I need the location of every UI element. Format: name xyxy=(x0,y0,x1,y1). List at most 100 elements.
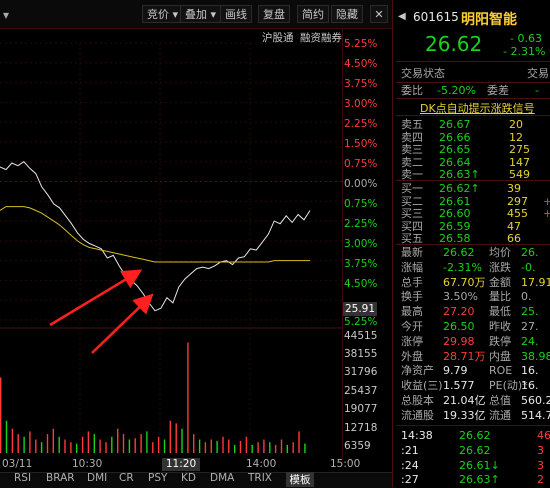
volume-bar xyxy=(122,434,125,453)
volume-bar xyxy=(140,434,142,453)
bid-row[interactable]: 买一 26.62↑ 39 xyxy=(397,182,550,195)
stat-row: 总股本 21.04亿 总值 560.2 xyxy=(401,394,550,407)
tab-brar[interactable]: BRAR xyxy=(46,472,75,484)
ask-row[interactable]: 卖三 26.65 275 xyxy=(397,143,550,156)
stock-back-icon[interactable]: ◀ xyxy=(398,11,406,22)
divider xyxy=(396,180,550,181)
volume-axis-label: 25437 xyxy=(344,385,378,397)
ask-volume: 20 xyxy=(509,118,523,131)
tab-template[interactable]: 模板 xyxy=(286,472,314,487)
ask-volume: 12 xyxy=(509,130,523,144)
stat-row: 外盘 28.71万 内盘 38.98 xyxy=(401,349,550,363)
bid-label: 买三 xyxy=(401,207,423,220)
volume-bar xyxy=(5,420,8,453)
time-label-1120: 11:20 xyxy=(162,458,200,471)
toolbar-button-overlay[interactable]: 叠加 ▾ xyxy=(180,5,222,23)
bid-row[interactable]: 买四 26.59 47 xyxy=(397,220,550,233)
margin-label[interactable]: 融资融券 xyxy=(300,32,342,44)
annotation-arrow xyxy=(49,269,143,327)
ask-row[interactable]: 卖一 26.63↑ 549 xyxy=(397,168,550,181)
volume-axis-label: 19077 xyxy=(344,403,378,415)
ask-volume: 275 xyxy=(509,143,530,156)
volume-bar xyxy=(17,434,19,453)
ask-price: 26.65 xyxy=(439,143,471,156)
toolbar-button-simple[interactable]: 简约 xyxy=(297,5,329,23)
tab-dma[interactable]: DMA xyxy=(210,472,235,484)
volume-bar xyxy=(40,442,43,453)
bid-row[interactable]: 买五 26.58 66 xyxy=(397,232,550,245)
right-panel xyxy=(392,0,550,487)
ask-price: 26.63↑ xyxy=(439,168,480,181)
ask-row[interactable]: 卖五 26.67 20 xyxy=(397,118,550,131)
volume-bar xyxy=(152,442,154,453)
price-axis-label: 0.75% xyxy=(344,198,378,210)
volume-bar xyxy=(228,439,230,453)
tab-dmi[interactable]: DMI xyxy=(87,472,108,484)
stock-change-pct: - 2.31% xyxy=(503,45,546,58)
volume-axis-label: 12718 xyxy=(344,422,378,434)
volume-bar xyxy=(169,420,171,453)
volume-bar xyxy=(251,444,253,453)
volume-axis-label: 31796 xyxy=(344,366,378,378)
tab-cr[interactable]: CR xyxy=(119,472,134,484)
volume-bar xyxy=(76,443,78,453)
price-axis-label: 3.75% xyxy=(344,258,378,270)
volume-bar xyxy=(35,439,37,453)
volume-bar xyxy=(105,442,107,453)
bid-price: 26.59 xyxy=(439,219,471,233)
tab-rsi[interactable]: RSI xyxy=(14,472,32,484)
bid-row[interactable]: 买三 26.60 455 + xyxy=(397,207,550,220)
toolbar-button-replay[interactable]: 复盘 xyxy=(258,5,290,23)
maximize-icon[interactable]: ▾ xyxy=(3,8,10,22)
bid-label: 买五 xyxy=(401,232,423,245)
annotation-arrow xyxy=(91,293,154,354)
volume-bar xyxy=(11,428,14,453)
volume-bar xyxy=(93,434,95,453)
volume-bar xyxy=(58,436,60,453)
volume-bar xyxy=(134,438,136,453)
ask-volume: 147 xyxy=(509,155,530,169)
stock-name[interactable]: 明阳智能 xyxy=(461,12,517,28)
ask-price: 26.64 xyxy=(439,155,471,169)
bid-row[interactable]: 买二 26.61 297 + xyxy=(397,195,550,208)
tab-trix[interactable]: TRIX xyxy=(248,472,272,484)
price-axis-label: 0.00% xyxy=(344,178,378,190)
volume-bar xyxy=(193,434,195,453)
toolbar-button-draw[interactable]: 画线 xyxy=(220,5,252,23)
tab-psy[interactable]: PSY xyxy=(148,472,168,484)
stock-code: 601615 xyxy=(413,10,459,24)
volume-bar xyxy=(298,431,300,453)
tab-kd[interactable]: KD xyxy=(181,472,196,484)
volume-bar xyxy=(204,442,207,453)
ask-row[interactable]: 卖二 26.64 147 xyxy=(397,156,550,169)
volume-bar xyxy=(198,439,201,453)
ask-row[interactable]: 卖四 26.66 12 xyxy=(397,131,550,144)
stat-row: 收益(三) 1.577 PE(动)* 16. xyxy=(401,379,539,393)
toolbar-button-hide[interactable]: 隐藏 xyxy=(331,5,363,23)
tick-row: 14:38 26.62 46 xyxy=(401,429,550,442)
stat-row: 最高 27.20 最低 25. xyxy=(401,305,539,319)
volume-bar xyxy=(210,439,212,453)
ask-label: 卖五 xyxy=(401,118,423,131)
volume-bar xyxy=(64,439,66,453)
tick-row: :24 26.61↓ 3 xyxy=(401,458,544,472)
volume-bar xyxy=(29,431,31,453)
volume-bar xyxy=(181,428,183,453)
intraday-chart[interactable] xyxy=(0,28,343,460)
toolbar-button-bid[interactable]: 竞价 ▾ xyxy=(142,5,184,23)
volume-bar xyxy=(187,342,189,453)
close-icon[interactable]: ✕ xyxy=(370,5,388,23)
volume-bar xyxy=(263,439,265,453)
price-axis-label: 3.75% xyxy=(344,78,378,90)
divider xyxy=(396,115,550,116)
cursor-price-tag: 25.91 xyxy=(343,302,377,316)
price-axis-label: 3.00% xyxy=(344,238,378,250)
volume-bar xyxy=(269,442,271,453)
bid-price: 26.62↑ xyxy=(439,182,480,195)
time-label-1030: 10:30 xyxy=(72,458,103,470)
volume-bar xyxy=(157,436,160,453)
weibi-row: 委比 -5.20% 委差 - xyxy=(401,84,539,97)
dk-signal-link[interactable]: DK点自动提示涨跌信号 xyxy=(420,102,535,115)
hgt-label[interactable]: 沪股通 xyxy=(262,32,294,44)
volume-bar xyxy=(304,443,306,453)
